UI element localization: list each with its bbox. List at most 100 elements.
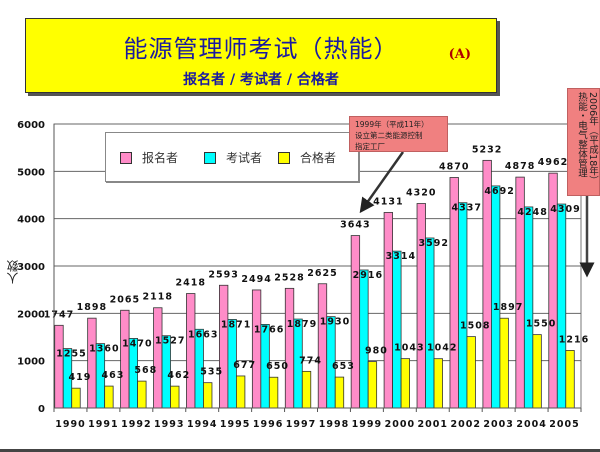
label-passers: 535 — [200, 367, 223, 378]
label-examinees: 4337 — [451, 203, 481, 214]
label-applicants: 2418 — [175, 278, 205, 289]
legend-swatch-examinees — [204, 151, 216, 164]
x-tick-label: 1995 — [220, 419, 250, 430]
x-tick-label: 1991 — [88, 419, 118, 430]
legend-label-applicants: 报名者 — [142, 151, 179, 165]
bar-applicants — [120, 309, 130, 409]
label-examinees: 3314 — [386, 251, 416, 262]
label-applicants: 2494 — [241, 274, 271, 285]
x-tick-label: 1993 — [154, 419, 184, 430]
label-passers: 980 — [365, 346, 388, 357]
x-tick-label: 1992 — [121, 419, 151, 430]
legend-swatch-applicants — [120, 151, 132, 164]
x-tick-label: 1990 — [55, 419, 85, 430]
bar-examinees — [523, 206, 534, 409]
bar-passers — [203, 382, 213, 409]
label-applicants: 3643 — [340, 220, 370, 231]
label-passers: 568 — [134, 365, 157, 376]
bottom-rule — [0, 449, 600, 452]
bar-passers — [334, 376, 345, 409]
x-tick-label: 2001 — [418, 419, 448, 430]
x-tick-label: 1999 — [352, 419, 382, 430]
bar-applicants — [54, 324, 64, 409]
annotation-arrows — [359, 151, 595, 278]
bar-applicants — [186, 293, 196, 409]
chart-title: 能源管理师考试（热能） — [123, 35, 399, 63]
bar-examinees — [491, 185, 501, 409]
label-applicants: 5232 — [472, 144, 502, 155]
label-applicants: 2625 — [307, 268, 337, 279]
bar-passers — [532, 334, 542, 409]
label-examinees: 1663 — [188, 329, 218, 340]
label-passers: 1216 — [559, 334, 589, 345]
legend-label-examinees: 考试者 — [226, 151, 263, 165]
title-box: 能源管理师考试（热能） 报名者 / 考试者 / 合格者 (A) — [25, 18, 497, 93]
bar-applicants — [251, 289, 262, 409]
annotation-2006: 2006年（平成18年）热能・电气整体管理 — [567, 88, 600, 196]
label-examinees: 1255 — [56, 349, 86, 360]
bar-applicants — [219, 284, 229, 409]
label-applicants: 4131 — [373, 196, 403, 207]
label-applicants: 4870 — [439, 161, 469, 172]
label-passers: 462 — [167, 370, 190, 381]
bar-examinees — [359, 269, 369, 409]
label-examinees: 4309 — [550, 204, 580, 215]
bar-applicants — [317, 283, 328, 409]
label-examinees: 1930 — [320, 317, 350, 328]
label-applicants: 4878 — [505, 161, 535, 172]
bar-applicants — [350, 235, 361, 409]
label-passers: 419 — [69, 372, 92, 383]
x-tick-label: 2004 — [516, 419, 546, 430]
chart-subtitle: 报名者 / 考试者 / 合格者 — [183, 72, 339, 88]
label-passers: 1043 — [394, 343, 424, 354]
legend-item-examinees: 考试者 — [204, 149, 262, 166]
x-tick-label: 1994 — [187, 419, 217, 430]
bar-passers — [71, 387, 81, 409]
label-examinees: 1766 — [254, 324, 284, 335]
label-applicants: 2528 — [274, 272, 304, 283]
label-applicants: 2065 — [110, 294, 140, 305]
y-axis-label: 人数 — [6, 260, 20, 284]
y-tick-label: 4000 — [17, 215, 45, 226]
chart-tag: (A) — [448, 47, 471, 62]
label-passers: 1897 — [493, 302, 523, 313]
label-examinees: 1470 — [122, 338, 152, 349]
label-passers: 774 — [299, 355, 322, 366]
bar-applicants — [153, 307, 163, 409]
x-tick-label: 1996 — [253, 419, 283, 430]
label-passers: 1550 — [526, 319, 556, 330]
bar-passers — [301, 370, 312, 409]
x-tick-label: 2005 — [549, 419, 579, 430]
label-examinees: 4692 — [484, 186, 514, 197]
y-tick-label: 3000 — [17, 262, 45, 273]
label-examinees: 1871 — [221, 319, 251, 330]
y-tick-label: 2000 — [17, 309, 45, 320]
label-examinees: 3592 — [419, 238, 449, 249]
bar-applicants — [87, 317, 97, 409]
bar-passers — [565, 350, 575, 409]
label-applicants: 2593 — [208, 269, 238, 280]
bar-applicants — [284, 287, 295, 409]
x-tick-label: 1997 — [286, 419, 316, 430]
label-applicants: 1898 — [77, 302, 107, 313]
bar-passers — [170, 385, 180, 409]
bar-passers — [466, 336, 476, 409]
label-examinees: 1879 — [287, 319, 317, 330]
legend-swatch-passers — [278, 151, 290, 164]
bar-passers — [367, 361, 378, 409]
data-labels: 1747 1255 419 1898 1360 463 2065 1470 568 2118 152… — [44, 144, 589, 383]
y-tick-label: 1000 — [17, 357, 45, 368]
legend: 报名者 考试者 合格者 — [105, 132, 359, 182]
x-tick-label: 2002 — [450, 419, 480, 430]
y-tick-label: 6000 — [17, 120, 45, 131]
bar-passers — [433, 358, 443, 409]
annotation-1999: 1999年（平成11年） 设立第二类能源控制 指定工厂 — [349, 116, 448, 152]
bars — [54, 159, 575, 409]
x-tick-label: 1998 — [319, 419, 349, 430]
legend-item-passers: 合格者 — [278, 149, 336, 166]
label-passers: 677 — [233, 360, 256, 371]
bar-passers — [236, 375, 246, 409]
label-applicants: 1747 — [44, 309, 74, 320]
label-passers: 463 — [101, 370, 124, 381]
